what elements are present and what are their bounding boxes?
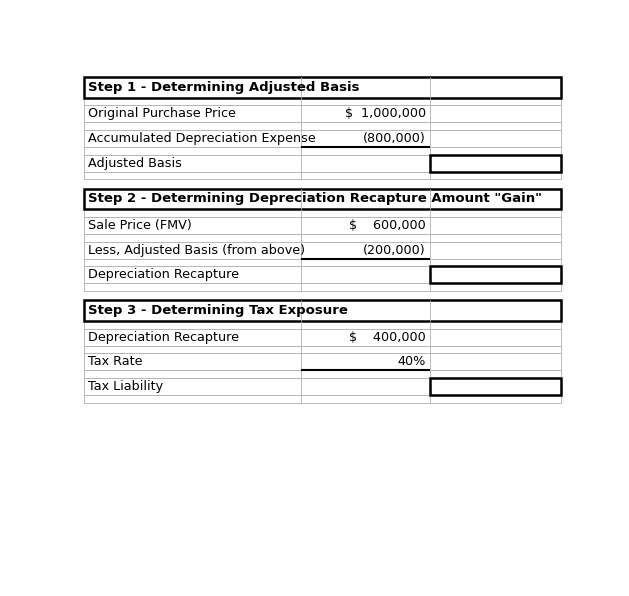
- Bar: [84, 300, 560, 321]
- Bar: [84, 77, 560, 98]
- Bar: [84, 172, 560, 179]
- Bar: [84, 329, 560, 346]
- Text: Depreciation Recapture: Depreciation Recapture: [88, 331, 239, 344]
- Bar: [84, 395, 560, 403]
- Text: (800,000): (800,000): [363, 132, 426, 145]
- Bar: [84, 378, 560, 395]
- Text: Step 1 - Determining Adjusted Basis: Step 1 - Determining Adjusted Basis: [88, 81, 359, 94]
- Bar: [84, 209, 560, 217]
- Bar: [84, 147, 560, 155]
- Bar: [84, 122, 560, 130]
- Bar: [84, 353, 560, 370]
- Bar: [84, 266, 560, 283]
- Text: Step 2 - Determining Depreciation Recapture Amount "Gain": Step 2 - Determining Depreciation Recapt…: [88, 193, 542, 206]
- Bar: [84, 242, 560, 259]
- Text: Tax Liability: Tax Liability: [88, 380, 163, 393]
- Bar: [84, 346, 560, 353]
- Text: $   400,000: $ 400,000: [484, 268, 557, 281]
- Bar: [84, 321, 560, 329]
- Text: Less, Adjusted Basis (from above): Less, Adjusted Basis (from above): [88, 244, 305, 257]
- Text: Depreciation Recapture: Depreciation Recapture: [88, 268, 239, 281]
- Text: Accumulated Depreciation Expense: Accumulated Depreciation Expense: [88, 132, 316, 145]
- Text: Sale Price (FMV): Sale Price (FMV): [88, 219, 192, 232]
- Text: $  1,000,000: $ 1,000,000: [345, 107, 426, 120]
- Bar: [84, 259, 560, 266]
- Bar: [430, 155, 560, 172]
- Bar: [84, 188, 560, 209]
- Bar: [430, 266, 560, 283]
- Text: (200,000): (200,000): [363, 244, 426, 257]
- Bar: [84, 130, 560, 147]
- Bar: [84, 98, 560, 105]
- Text: 40%: 40%: [398, 355, 426, 368]
- Bar: [84, 105, 560, 122]
- Bar: [84, 234, 560, 242]
- Text: $   160,000: $ 160,000: [484, 380, 557, 393]
- Bar: [84, 283, 560, 291]
- Text: $    400,000: $ 400,000: [349, 331, 426, 344]
- Bar: [430, 378, 560, 395]
- Text: Original Purchase Price: Original Purchase Price: [88, 107, 236, 120]
- Text: Tax Rate: Tax Rate: [88, 355, 142, 368]
- Text: Step 3 - Determining Tax Exposure: Step 3 - Determining Tax Exposure: [88, 304, 348, 317]
- Text: Adjusted Basis: Adjusted Basis: [88, 157, 182, 170]
- Bar: [84, 155, 560, 172]
- Bar: [84, 217, 560, 234]
- Text: $    600,000: $ 600,000: [349, 219, 426, 232]
- Bar: [84, 370, 560, 378]
- Text: $   200,000: $ 200,000: [484, 157, 557, 170]
